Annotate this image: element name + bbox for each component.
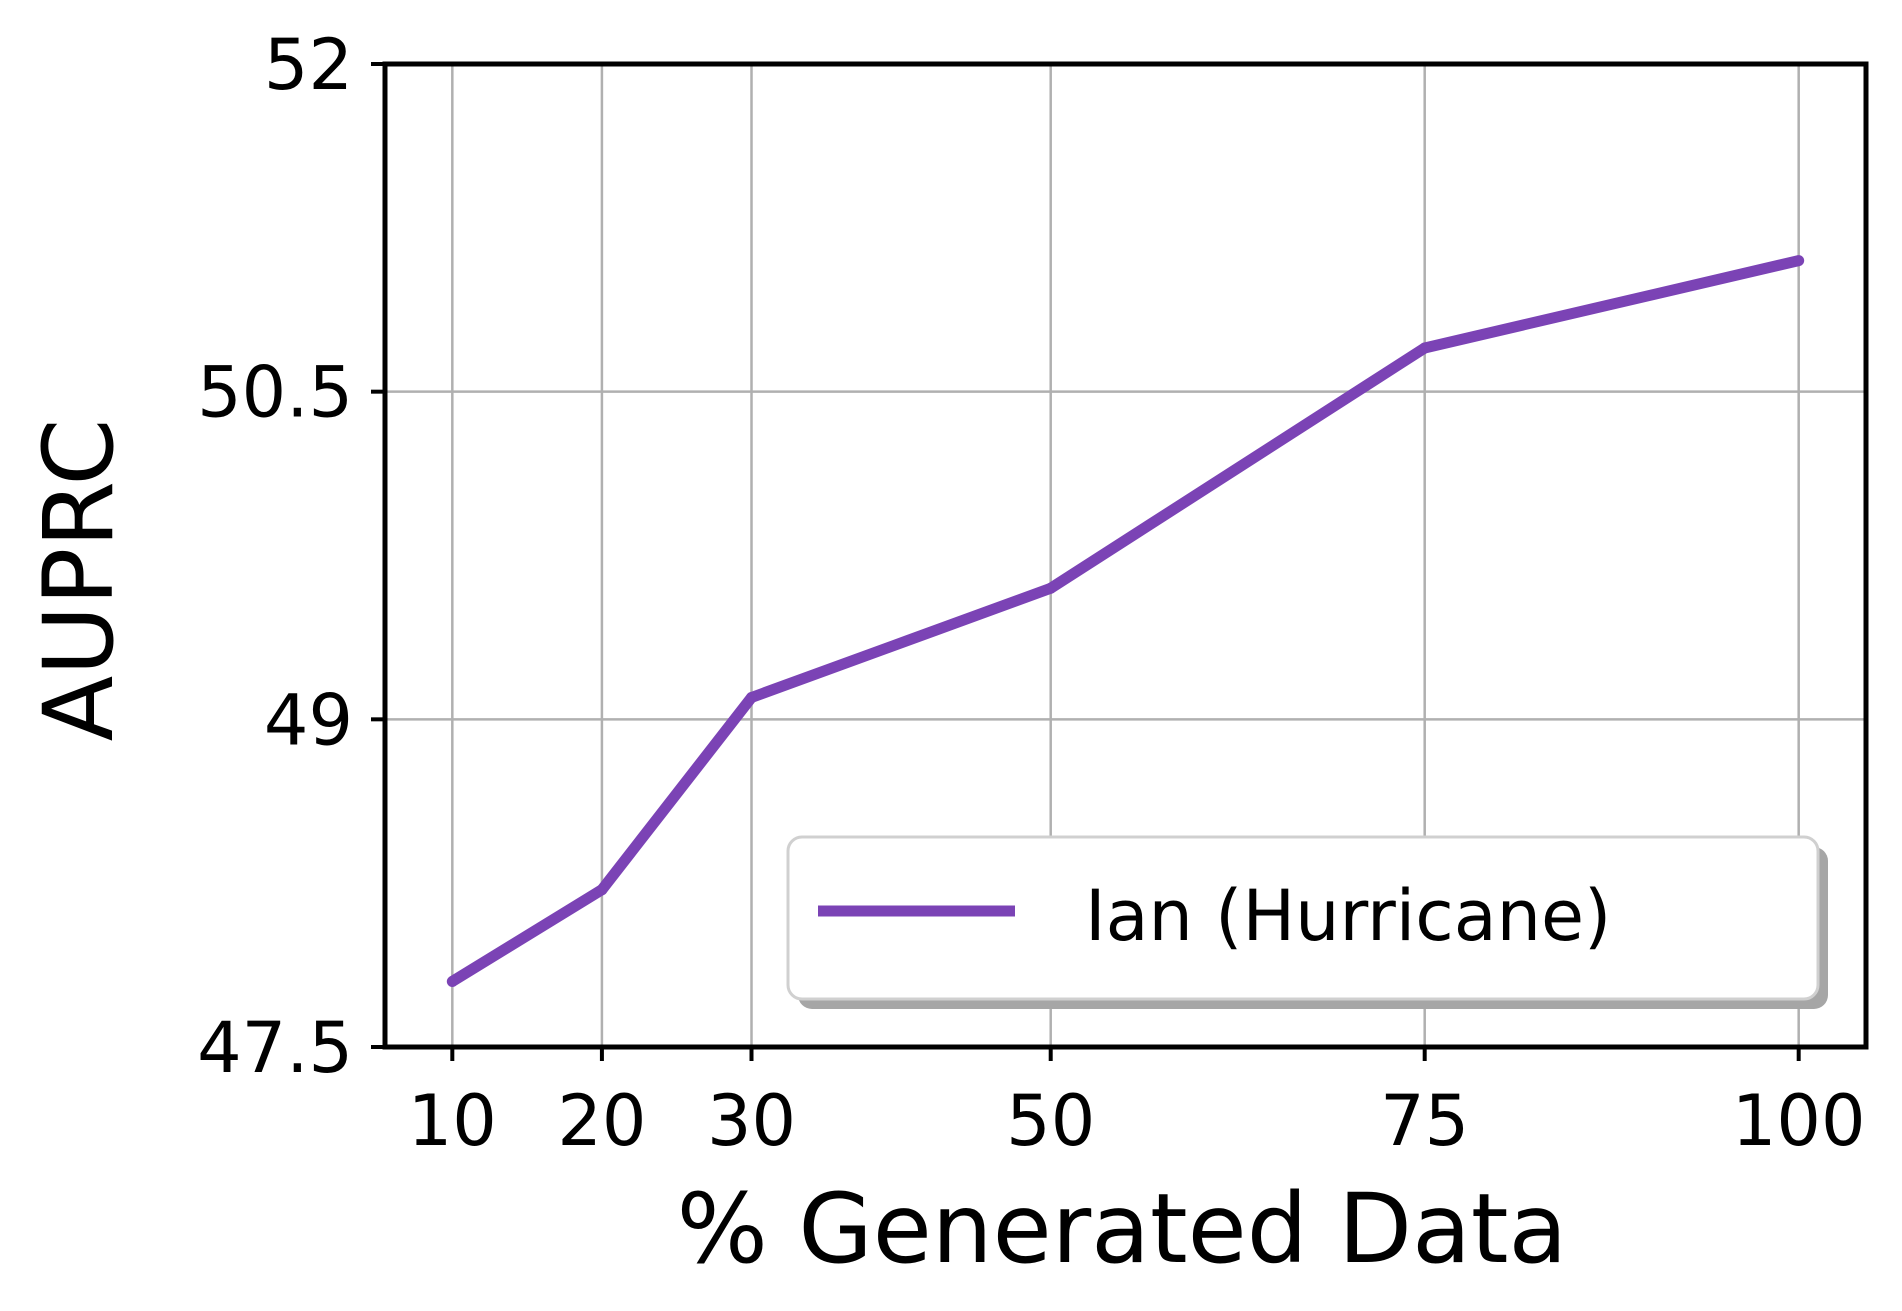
y-tick-label: 49 <box>264 679 353 761</box>
y-axis-label: AUPRC <box>23 419 135 742</box>
y-tick-label: 50.5 <box>197 352 353 434</box>
y-tick-label: 52 <box>264 24 353 106</box>
legend: Ian (Hurricane) <box>786 835 1828 1009</box>
series-lines <box>446 255 1805 987</box>
data-point <box>746 691 758 703</box>
data-point <box>1793 255 1805 267</box>
y-tick-labels: 47.5 49 50.5 52 <box>197 24 353 1089</box>
y-tick-label: 47.5 <box>197 1007 353 1089</box>
data-point <box>596 884 608 896</box>
plot-frame <box>382 61 1869 1050</box>
data-point <box>1419 342 1431 354</box>
x-tick-label: 10 <box>408 1080 497 1162</box>
x-tick-label: 50 <box>1006 1080 1095 1162</box>
data-point <box>446 975 458 987</box>
tick-marks <box>371 62 1801 1061</box>
data-point <box>1045 582 1057 594</box>
x-tick-labels: 10 20 30 50 75 100 <box>408 1080 1866 1162</box>
series-line <box>449 255 1800 987</box>
x-tick-label: 20 <box>557 1080 646 1162</box>
legend-box <box>786 835 1820 1001</box>
x-tick-label: 100 <box>1732 1080 1866 1162</box>
x-tick-label: 75 <box>1380 1080 1469 1162</box>
legend-label-ian-hurricane: Ian (Hurricane) <box>1085 875 1611 957</box>
x-axis-label: % Generated Data <box>677 1173 1568 1285</box>
x-tick-label: 30 <box>707 1080 796 1162</box>
